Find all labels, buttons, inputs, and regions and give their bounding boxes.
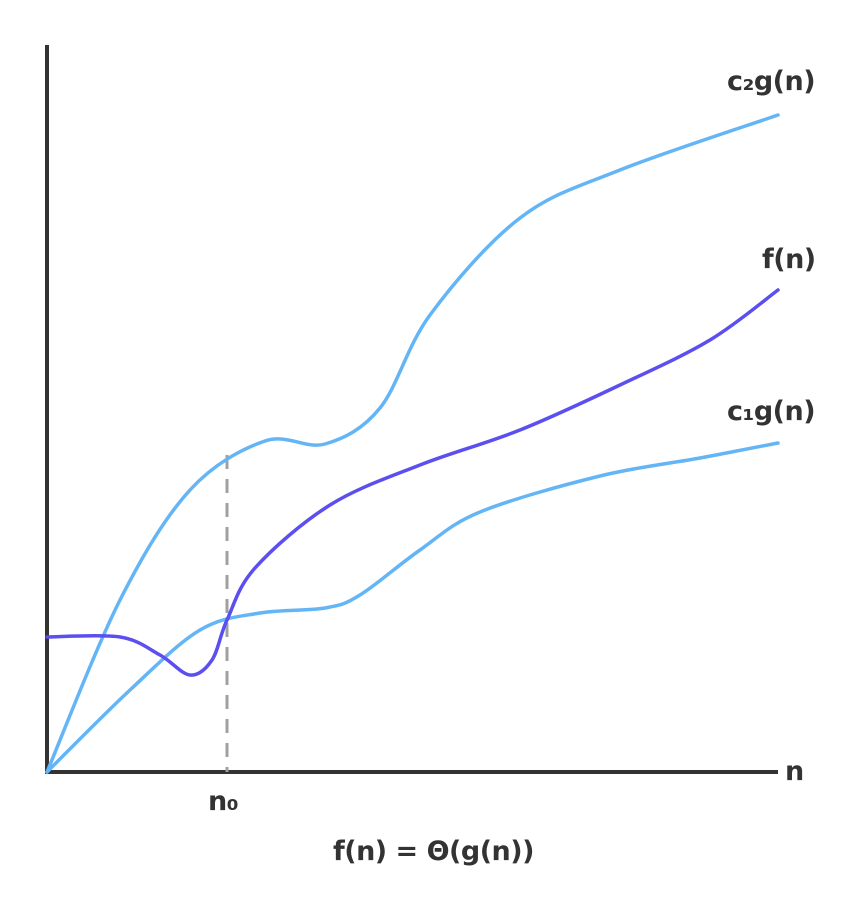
c1g-curve [45,441,780,774]
c2g-curve [45,113,780,774]
x-axis-label: n [785,756,804,787]
f-label: f(n) [762,244,816,275]
n0-label: n₀ [208,786,239,817]
f-curve [45,288,780,677]
diagram-title: f(n) = Θ(g(n)) [333,836,534,867]
c2g-label: c₂g(n) [727,66,816,97]
c1g-label: c₁g(n) [727,396,816,427]
